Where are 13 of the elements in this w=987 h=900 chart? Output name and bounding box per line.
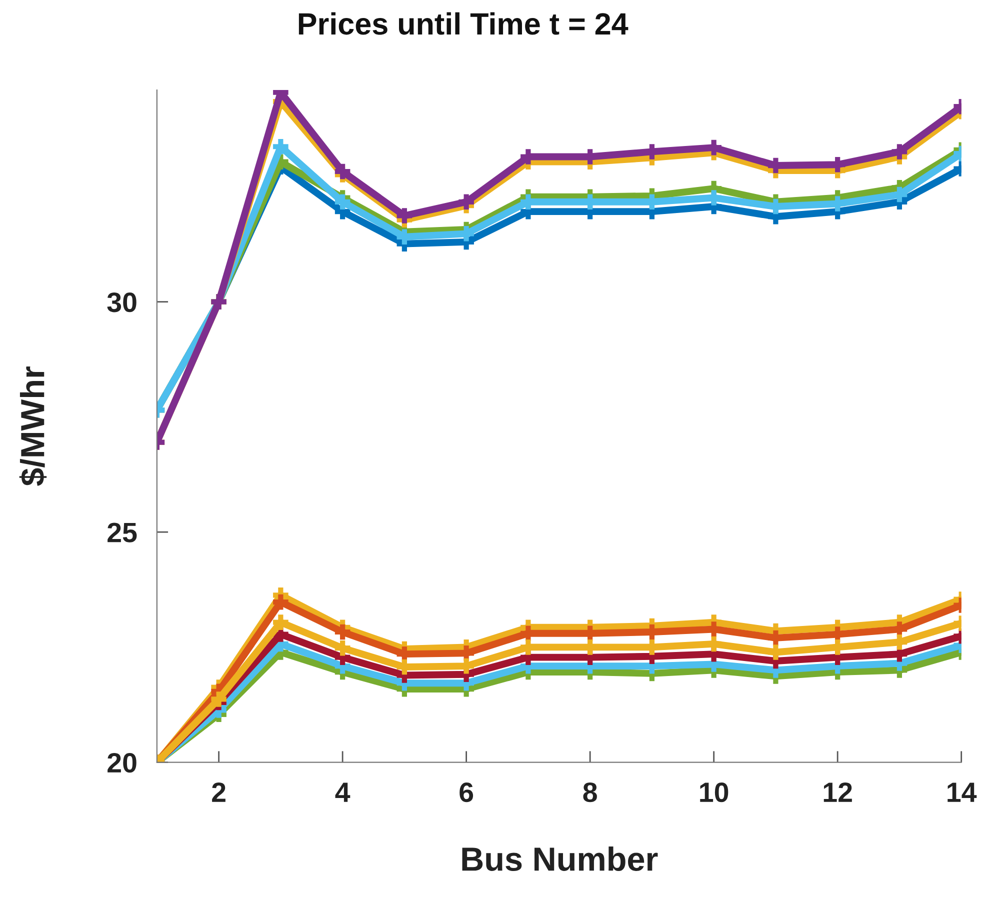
x-tick-label: 4 [335,782,350,802]
chart-title: Prices until Time t = 24 [298,12,628,35]
x-tick-label: 12 [824,782,852,802]
y-tick-label: 20 [108,752,136,773]
x-tick-label: 14 [948,782,977,802]
y-axis-title: $/MWhr [19,366,47,486]
x-tick-label: 2 [212,782,226,802]
x-tick-label: 8 [583,782,597,802]
y-tick-label: 25 [108,522,137,542]
x-axis-title: Bus Number [462,846,658,872]
x-tick-label: 6 [460,782,474,802]
y-tick-label: 30 [107,292,136,312]
x-tick-label: 10 [700,782,728,802]
